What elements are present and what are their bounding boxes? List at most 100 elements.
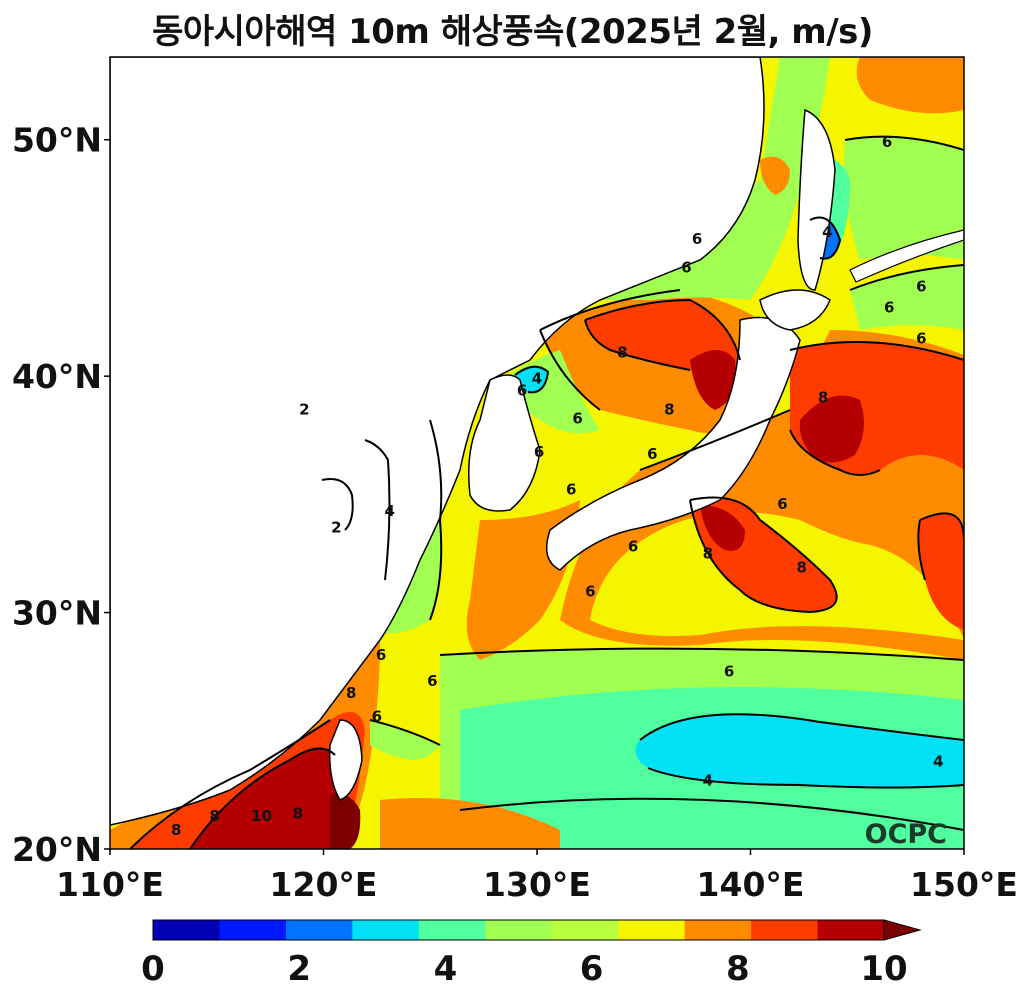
contour-label: 8 <box>617 344 627 362</box>
contour-label: 6 <box>884 299 894 317</box>
field-scs-darkred <box>190 748 337 849</box>
contour-line-4-south <box>639 713 964 789</box>
contour-label: 4 <box>384 502 394 520</box>
x-tick-label: 140°E <box>697 865 805 904</box>
colorbar-swatch <box>751 920 819 940</box>
colorbar: 0 2 4 6 8 10 <box>141 919 922 989</box>
field-scs-maroon <box>330 794 361 849</box>
contour-label: 2 <box>331 518 341 536</box>
land-hokkaido <box>759 289 831 331</box>
land-layer <box>110 57 964 826</box>
y-tick-label: 40°N <box>12 357 102 396</box>
field-luzon-green <box>370 720 440 760</box>
contour-line-6-luzon <box>369 719 441 746</box>
colorbar-swatch <box>684 920 752 940</box>
colorbar-swatch <box>551 920 619 940</box>
y-tick-label: 50°N <box>12 121 102 160</box>
contour-label: 2 <box>299 400 309 418</box>
field-tatar-orange <box>760 156 790 195</box>
contour-line-6-okhotsk <box>844 135 964 151</box>
contour-label: 8 <box>797 559 807 577</box>
contour-label: 6 <box>376 646 386 664</box>
x-tick-label: 150°E <box>910 865 1018 904</box>
colorbar-tick-label: 0 <box>141 949 165 989</box>
colorbar-tick-label: 2 <box>287 949 311 989</box>
x-tick-label: 120°E <box>270 865 378 904</box>
contour-label: 6 <box>724 663 734 681</box>
colorbar-swatch <box>285 920 353 940</box>
field-east-red-2 <box>918 513 964 630</box>
contour-line-8-scs <box>129 719 331 849</box>
contour-label: 6 <box>681 258 691 276</box>
colorbar-swatch <box>219 920 287 940</box>
colorbar-extend-arrow <box>883 919 922 941</box>
contour-line-5 <box>459 797 964 831</box>
colorbar-swatch <box>352 920 420 940</box>
contour-label: 6 <box>585 582 595 600</box>
contour-label: 6 <box>882 133 892 151</box>
colorbar-swatch <box>485 920 553 940</box>
land-asia <box>110 57 765 826</box>
field-okhotsk-green <box>844 136 964 260</box>
x-tick-label: 110°E <box>56 865 164 904</box>
contour-label: 6 <box>566 481 576 499</box>
contour-line-6-japan <box>639 409 791 471</box>
y-tick-label: 20°N <box>12 830 102 869</box>
contour-line-6-kuril <box>849 264 964 291</box>
ocpc-watermark: OCPC <box>865 819 947 850</box>
land-korea <box>468 374 541 512</box>
contour-lines <box>129 135 964 849</box>
y-tick-label: 30°N <box>12 594 102 633</box>
contour-line-10-scs <box>189 747 336 849</box>
y-axis-ticks: 20°N 30°N 40°N 50°N <box>12 121 110 869</box>
field-south-orange <box>380 798 560 849</box>
contour-label: 6 <box>777 495 787 513</box>
contour-line-6-yellowsea <box>429 419 443 621</box>
contour-line-6-eastsea <box>539 289 681 411</box>
contour-label: 8 <box>703 544 713 562</box>
contour-label: 6 <box>427 672 437 690</box>
contour-label: 6 <box>692 230 702 248</box>
colorbar-swatch <box>817 920 885 940</box>
contour-label: 4 <box>532 370 542 388</box>
field-north-orange <box>856 57 964 114</box>
colorbar-tick-label: 6 <box>580 949 604 989</box>
contour-label: 4 <box>822 223 832 241</box>
colorbar-tick-label: 8 <box>726 949 750 989</box>
contour-label: 4 <box>703 771 713 789</box>
field-kuril-green <box>850 265 964 330</box>
colorbar-swatch <box>418 920 486 940</box>
contour-label: 6 <box>916 329 926 347</box>
contour-line-2-yellowsea <box>321 478 354 531</box>
field-east-darkred <box>799 395 864 463</box>
field-korea-east-cyan <box>515 366 548 393</box>
contour-label: 10 <box>251 807 272 825</box>
contour-line-4-yellowsea <box>364 439 391 581</box>
contour-label: 6 <box>572 410 582 428</box>
contour-label: 4 <box>933 753 943 771</box>
contour-line-4-korea <box>514 365 550 394</box>
colorbar-frame <box>152 919 885 941</box>
contour-label: 8 <box>171 821 181 839</box>
contour-label: 8 <box>209 807 219 825</box>
colorbar-tick-label: 10 <box>860 949 907 989</box>
contour-label: 8 <box>346 684 356 702</box>
land-kuril <box>849 229 964 283</box>
contour-label: 6 <box>517 381 527 399</box>
colorbar-swatch <box>618 920 686 940</box>
contour-label: 8 <box>664 400 674 418</box>
contour-label: 6 <box>647 445 657 463</box>
contour-label: 8 <box>818 388 828 406</box>
contour-line-4-okhotsk <box>809 216 842 260</box>
contour-line-8-south-japan <box>689 496 838 614</box>
colorbar-tick-label: 4 <box>434 949 458 989</box>
land-japan <box>545 316 801 571</box>
field-eastsea-darkred <box>690 350 736 410</box>
land-sakhalin <box>797 108 836 291</box>
contour-label: 6 <box>534 443 544 461</box>
land-taiwan <box>328 719 363 801</box>
contour-line-6-south <box>439 647 964 661</box>
field-north-green <box>600 57 830 300</box>
